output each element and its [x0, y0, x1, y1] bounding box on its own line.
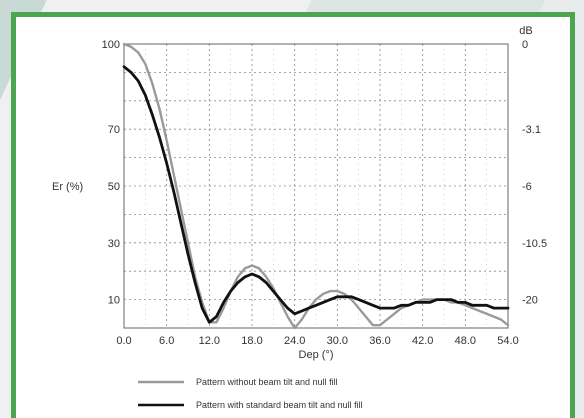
y-left-tick-label: 30	[108, 238, 120, 250]
x-tick-label: 42.0	[412, 335, 433, 347]
x-tick-label: 36.0	[369, 335, 390, 347]
y-right-tick-labels: 0 -3.1 -6 -10.5 -20	[522, 39, 547, 307]
x-tick-label: 30.0	[327, 335, 348, 347]
legend: Pattern without beam tilt and null fill …	[138, 377, 363, 410]
y-right-tick-label: -10.5	[522, 238, 547, 250]
grid-lines	[124, 44, 508, 328]
y-left-axis-label: Er (%)	[52, 181, 83, 193]
y-right-tick-label: -20	[522, 295, 538, 307]
legend-label-series-1: Pattern without beam tilt and null fill	[196, 377, 338, 387]
x-tick-label: 12.0	[199, 335, 220, 347]
x-tick-label: 24.0	[284, 335, 305, 347]
x-axis-label: Dep (°)	[299, 349, 334, 361]
x-tick-labels: 0.0 6.0 12.0 18.0 24.0 30.0 36.0 42.0 48.0 54.0	[116, 335, 518, 347]
x-tick-label: 18.0	[241, 335, 262, 347]
y-left-tick-label: 50	[108, 181, 120, 193]
y-right-axis-label: dB	[519, 25, 532, 37]
y-left-tick-label: 100	[102, 39, 120, 51]
y-left-tick-labels: 10 30 50 70 100	[102, 39, 120, 307]
y-left-tick-label: 10	[108, 295, 120, 307]
y-right-tick-label: -3.1	[522, 124, 541, 136]
x-tick-label: 6.0	[159, 335, 174, 347]
x-tick-label: 0.0	[116, 335, 131, 347]
x-tick-label: 54.0	[497, 335, 518, 347]
y-left-tick-label: 70	[108, 124, 120, 136]
y-right-tick-label: -6	[522, 181, 532, 193]
legend-label-series-2: Pattern with standard beam tilt and null…	[196, 400, 363, 410]
y-right-tick-label: 0	[522, 39, 528, 51]
x-tick-label: 48.0	[455, 335, 476, 347]
